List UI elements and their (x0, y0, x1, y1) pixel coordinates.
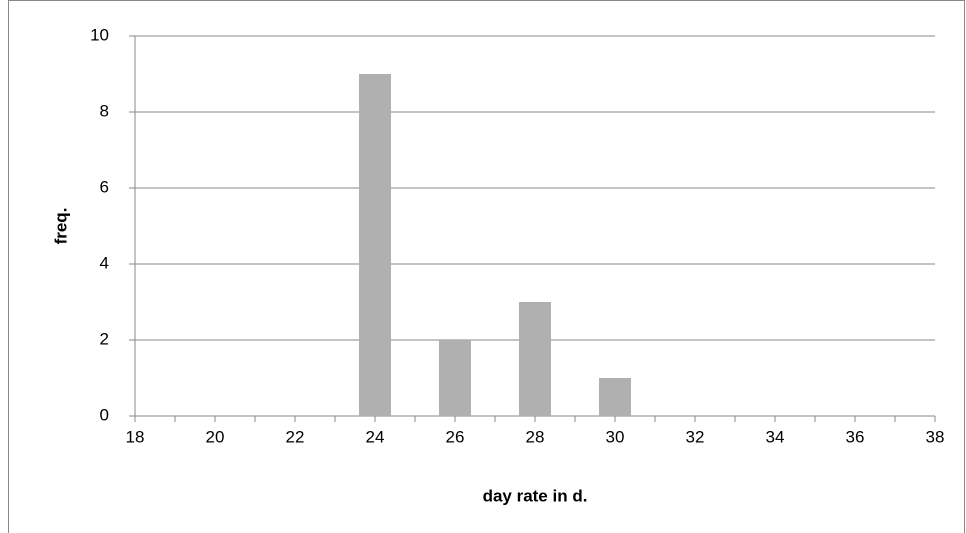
x-tick-label: 32 (686, 427, 705, 446)
y-tick-label: 0 (100, 405, 109, 424)
x-axis-title: day rate in d. (483, 486, 588, 505)
x-tick-label: 26 (446, 427, 465, 446)
y-tick-label: 10 (90, 25, 109, 44)
x-tick-label: 28 (526, 427, 545, 446)
x-tick-label: 22 (286, 427, 305, 446)
x-tick-label: 18 (126, 427, 145, 446)
x-tick-label: 34 (766, 427, 785, 446)
x-tick-label: 20 (206, 427, 225, 446)
x-tick-label: 24 (366, 427, 385, 446)
chart-frame (8, 0, 965, 533)
x-tick-label: 38 (926, 427, 945, 446)
y-axis-title: freq. (51, 208, 70, 245)
bar (519, 302, 551, 416)
x-tick-label: 30 (606, 427, 625, 446)
y-tick-label: 2 (100, 329, 109, 348)
y-tick-label: 4 (100, 253, 109, 272)
bar (599, 378, 631, 416)
y-tick-label: 8 (100, 101, 109, 120)
bar (359, 74, 391, 416)
y-tick-label: 6 (100, 177, 109, 196)
bar (439, 340, 471, 416)
x-tick-label: 36 (846, 427, 865, 446)
